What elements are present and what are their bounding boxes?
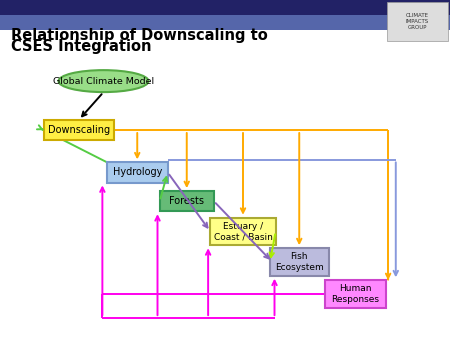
- FancyBboxPatch shape: [211, 218, 275, 245]
- Text: CLIMATE
IMPACTS
GROUP: CLIMATE IMPACTS GROUP: [406, 13, 429, 30]
- Text: Downscaling: Downscaling: [48, 125, 110, 135]
- Ellipse shape: [58, 70, 148, 92]
- FancyBboxPatch shape: [160, 191, 214, 211]
- Text: Human
Responses: Human Responses: [332, 284, 379, 304]
- Text: Relationship of Downscaling to: Relationship of Downscaling to: [11, 28, 268, 43]
- Bar: [0, 15, 450, 30]
- FancyBboxPatch shape: [325, 280, 386, 308]
- Text: Hydrology: Hydrology: [112, 167, 162, 177]
- Text: Estuary /
Coast / Basin: Estuary / Coast / Basin: [214, 222, 272, 241]
- FancyBboxPatch shape: [107, 162, 167, 183]
- Bar: [0, 0, 450, 15]
- Bar: [387, 2, 448, 41]
- Text: Global Climate Model: Global Climate Model: [53, 77, 154, 86]
- FancyBboxPatch shape: [270, 248, 328, 276]
- Text: Forests: Forests: [169, 196, 204, 206]
- Text: Fish
Ecosystem: Fish Ecosystem: [275, 252, 324, 272]
- FancyBboxPatch shape: [44, 120, 113, 140]
- Text: CSES Integration: CSES Integration: [11, 39, 152, 54]
